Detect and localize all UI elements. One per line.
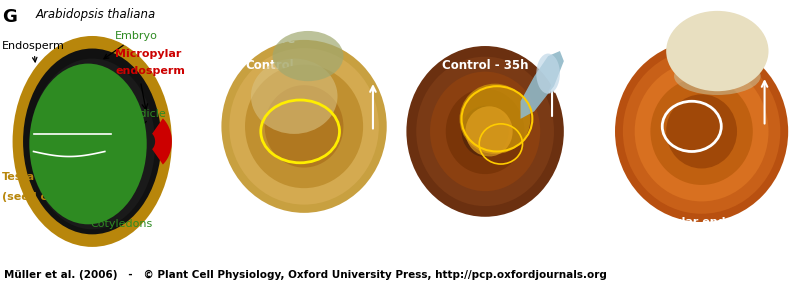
Ellipse shape [615, 41, 788, 222]
Text: Micropylar endosperm
covering radicle tip: Micropylar endosperm covering radicle ti… [631, 217, 772, 238]
Ellipse shape [251, 59, 338, 134]
Text: Testa rupture: Testa rupture [638, 8, 728, 21]
Ellipse shape [666, 94, 737, 168]
Ellipse shape [459, 84, 530, 154]
Ellipse shape [650, 78, 753, 185]
Ellipse shape [230, 48, 379, 205]
Text: (seed coat): (seed coat) [2, 192, 73, 202]
Text: I: I [412, 8, 418, 26]
Ellipse shape [634, 61, 769, 201]
Text: Endosperm: Endosperm [442, 8, 516, 21]
Text: rupture: rupture [442, 34, 492, 46]
Ellipse shape [406, 46, 564, 217]
Ellipse shape [23, 48, 162, 234]
Text: Müller et al. (2006)   -   © Plant Cell Physiology, Oxford University Press, htt: Müller et al. (2006) - © Plant Cell Phys… [4, 270, 607, 280]
Text: Emerged
radicle: Emerged radicle [529, 202, 584, 223]
Text: rupture: rupture [245, 34, 295, 46]
Text: Endosperm: Endosperm [2, 41, 65, 62]
Ellipse shape [430, 72, 540, 191]
Text: Embryo: Embryo [104, 31, 158, 59]
Ellipse shape [666, 11, 769, 91]
Polygon shape [152, 118, 172, 164]
Text: Cotyledons: Cotyledons [90, 190, 152, 229]
Text: ABA - 150h: ABA - 150h [638, 34, 712, 46]
Ellipse shape [265, 85, 343, 168]
Text: Testa: Testa [245, 8, 280, 21]
Ellipse shape [536, 53, 560, 94]
Text: Control - 35h: Control - 35h [442, 59, 528, 72]
Ellipse shape [222, 40, 386, 213]
Ellipse shape [446, 89, 525, 174]
Ellipse shape [416, 57, 554, 206]
Ellipse shape [466, 106, 513, 157]
Ellipse shape [13, 36, 172, 247]
Ellipse shape [30, 64, 146, 224]
Text: Micropylar: Micropylar [115, 48, 182, 59]
Polygon shape [521, 51, 564, 119]
Text: Testa: Testa [2, 172, 35, 182]
Text: H: H [215, 8, 230, 26]
Text: J: J [609, 8, 615, 26]
Text: G: G [2, 8, 17, 26]
Ellipse shape [30, 59, 155, 229]
Text: Radicle: Radicle [126, 109, 166, 125]
Text: Micropylar
endosperm: Micropylar endosperm [430, 217, 500, 238]
Ellipse shape [245, 65, 363, 188]
Ellipse shape [623, 49, 780, 214]
Text: Micropylar
endosperm: Micropylar endosperm [273, 217, 343, 238]
Ellipse shape [462, 106, 509, 157]
Ellipse shape [674, 57, 761, 95]
Text: Control: Control [245, 59, 294, 72]
Text: endosperm: endosperm [115, 66, 185, 76]
Text: Arabidopsis thaliana: Arabidopsis thaliana [36, 8, 156, 21]
Ellipse shape [273, 31, 343, 81]
